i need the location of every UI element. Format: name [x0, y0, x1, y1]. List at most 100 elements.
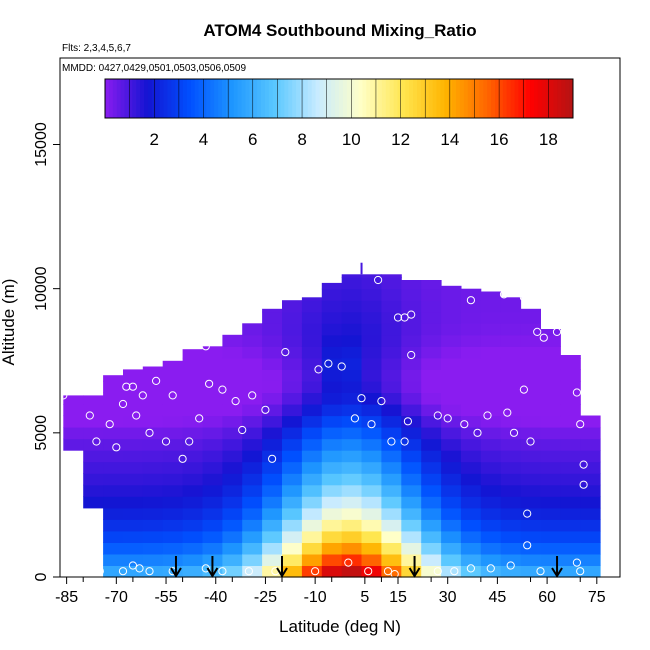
curtain-cell: [361, 392, 382, 405]
y-tick-label: 10000: [33, 266, 50, 311]
curtain-cell: [282, 427, 303, 440]
curtain-cell: [441, 357, 462, 370]
dates-note: MMDD: 0427,0429,0501,0503,0506,0509: [62, 63, 246, 74]
curtain-cell: [222, 346, 243, 359]
colorbar-swatch: [241, 79, 246, 118]
curtain-cell: [520, 542, 541, 555]
sample-point: [400, 313, 409, 322]
curtain-cell: [83, 395, 104, 405]
curtain-cell: [222, 461, 243, 474]
x-tick-label: -55: [154, 589, 177, 606]
curtain-cell: [361, 274, 382, 278]
colorbar-swatch: [440, 79, 445, 118]
colorbar-swatch: [463, 79, 469, 118]
curtain-cell: [500, 461, 522, 474]
curtain-cell: [83, 404, 104, 417]
sample-point: [244, 567, 253, 576]
curtain-cell: [341, 542, 363, 555]
curtain-cell: [361, 288, 382, 301]
curtain-cell: [123, 461, 144, 474]
curtain-cell: [500, 496, 522, 509]
colorbar-swatch: [335, 79, 340, 118]
curtain-cell: [381, 542, 402, 555]
sample-point: [499, 290, 509, 299]
curtain-cell: [500, 519, 522, 532]
curtain-cell: [282, 461, 303, 474]
curtain-cell: [142, 415, 164, 428]
curtain-cell: [202, 484, 223, 497]
curtain-cell: [282, 380, 303, 393]
curtain-cell: [301, 415, 323, 428]
curtain-cell: [401, 553, 422, 566]
curtain-cell: [361, 311, 382, 324]
sample-point: [138, 391, 147, 400]
colorbar-swatch: [210, 79, 215, 118]
curtain-cell: [441, 542, 462, 555]
curtain-cell: [540, 380, 561, 393]
curtain-cell: [262, 542, 283, 555]
curtain-cell: [182, 357, 203, 370]
curtain-cell: [421, 519, 442, 532]
curtain-cell: [282, 496, 303, 509]
curtain-cell: [381, 392, 402, 405]
sample-point: [539, 333, 548, 342]
x-tick-label: 30: [439, 589, 457, 606]
curtain-cell: [321, 450, 343, 463]
curtain-cell: [500, 473, 522, 486]
curtain-cell: [341, 427, 363, 440]
colorbar-swatch: [424, 79, 430, 118]
curtain-cell: [341, 565, 363, 578]
curtain-cell: [460, 392, 482, 405]
curtain-cell: [162, 415, 184, 428]
colorbar-swatch: [381, 79, 387, 118]
curtain-cell: [321, 392, 343, 405]
curtain-cell: [520, 427, 541, 440]
curtain-cell: [421, 369, 442, 382]
curtain-cell: [480, 334, 502, 347]
curtain-cell: [282, 438, 303, 451]
curtain-cell: [83, 484, 104, 497]
curtain-cell: [301, 461, 323, 474]
curtain-cell: [580, 484, 601, 497]
curtain-cell: [540, 496, 561, 509]
curtain-cell: [421, 357, 442, 370]
curtain-cell: [421, 473, 442, 486]
curtain-cell: [401, 450, 422, 463]
colorbar-swatch: [280, 79, 285, 118]
curtain-cell: [361, 553, 382, 566]
colorbar-tick-label: 10: [342, 130, 361, 149]
curtain-cell: [103, 380, 124, 393]
curtain-cell: [500, 553, 522, 566]
curtain-cell: [401, 392, 422, 405]
colorbar-swatch: [339, 79, 344, 118]
curtain-cell: [103, 530, 124, 543]
curtain-cell: [301, 392, 323, 405]
curtain-cell: [361, 277, 382, 290]
x-axis: -85 -70 -55 -40 -25 -10 5 15 30 45 60 75: [55, 577, 606, 606]
curtain-cell: [441, 288, 462, 301]
colorbar-swatch: [323, 79, 328, 118]
curtain-cell: [123, 530, 144, 543]
colorbar-swatch: [159, 79, 164, 118]
curtain-cell: [580, 519, 601, 532]
x-axis-label: Latitude (deg N): [279, 617, 401, 636]
colorbar-swatch: [249, 79, 254, 118]
curtain-cell: [460, 380, 482, 393]
curtain-cell: [242, 427, 263, 440]
sample-point: [506, 561, 515, 570]
curtain-cell: [341, 277, 363, 290]
arrow-marker: [408, 556, 421, 578]
curtain-cell: [540, 427, 561, 440]
curtain-cell: [142, 366, 164, 370]
curtain-cell: [142, 392, 164, 405]
curtain-cell: [321, 461, 343, 474]
colorbar-swatch: [276, 79, 281, 118]
curtain-cell: [460, 438, 482, 451]
curtain-cell: [123, 369, 144, 382]
curtain-cell: [480, 427, 502, 440]
colorbar-swatch: [136, 79, 141, 118]
curtain-cell: [321, 404, 343, 417]
curtain-cell: [421, 438, 442, 451]
curtain-cell: [202, 357, 223, 370]
plot-frame: [59, 57, 621, 578]
